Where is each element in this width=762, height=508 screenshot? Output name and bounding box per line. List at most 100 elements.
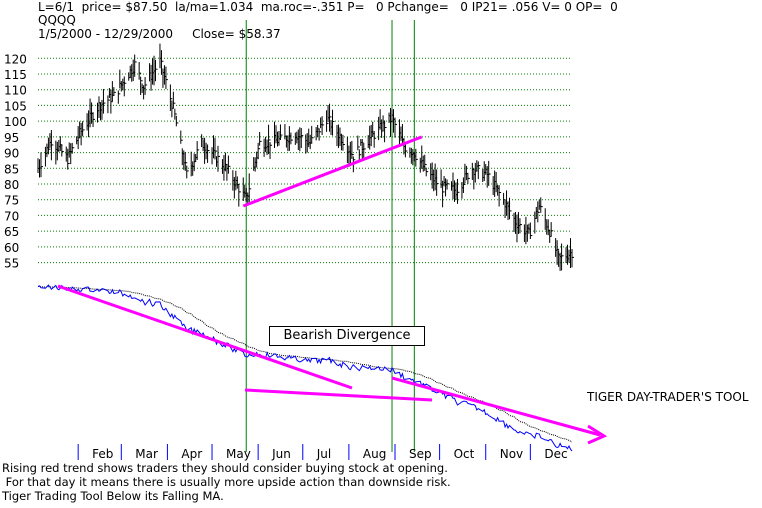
indicator-downtrend-line	[57, 284, 353, 390]
price-bar	[540, 197, 543, 213]
price-bar	[357, 135, 360, 151]
x-tick-label: May	[226, 447, 251, 461]
price-bar	[384, 120, 387, 143]
price-bar	[140, 76, 143, 96]
price-bar	[259, 132, 262, 146]
price-bar	[488, 160, 491, 186]
caption-line-3: Tiger Trading Tool Below its Falling MA.	[2, 489, 224, 503]
y-tick-label: 65	[4, 225, 19, 239]
indicator-panel	[37, 284, 573, 452]
y-tick-label: 75	[4, 194, 19, 208]
price-bar	[71, 142, 75, 154]
price-bar	[238, 183, 241, 207]
price-bar	[279, 124, 283, 141]
price-bar	[467, 173, 470, 184]
x-tick-label: Oct	[454, 447, 475, 461]
price-bar	[180, 130, 183, 144]
price-bar	[61, 144, 64, 157]
price-bar	[477, 161, 481, 180]
price-bar	[144, 77, 148, 95]
price-bar	[107, 95, 110, 114]
price-bar	[561, 243, 564, 271]
price-bar	[442, 180, 445, 208]
price-bar	[67, 148, 70, 170]
price-bar	[519, 218, 522, 234]
price-bar	[50, 130, 54, 161]
y-tick-label: 60	[4, 241, 19, 255]
symbol-label: QQQQ	[38, 13, 76, 27]
price-bar	[425, 167, 429, 177]
price-bar	[47, 137, 51, 155]
price-bar	[300, 127, 304, 149]
date-range-close: 1/5/2000 - 12/29/2000 Close= $58.37	[38, 27, 281, 41]
price-bar	[217, 145, 220, 172]
arrow-head	[587, 424, 608, 445]
price-bar	[424, 154, 427, 171]
price-bar	[82, 121, 85, 137]
price-bar	[509, 197, 512, 220]
price-bar	[544, 208, 548, 230]
price-bar	[77, 126, 81, 150]
price-bar	[169, 84, 173, 111]
tool-label: TIGER DAY-TRADER'S TOOL	[587, 390, 749, 404]
price-bar	[318, 128, 322, 141]
caption-line-2: For that day it means there is usually m…	[2, 475, 451, 489]
price-bar	[248, 173, 252, 203]
price-bar	[436, 169, 439, 196]
price-bar	[171, 100, 174, 118]
price-bar	[498, 185, 502, 207]
price-bar	[456, 178, 460, 204]
price-bar	[214, 137, 218, 160]
price-bar	[227, 155, 231, 174]
x-tick-label: Mar	[135, 447, 158, 461]
price-bar	[113, 87, 116, 96]
stats-line: L=6/1 price= $87.50 la/ma=1.034 ma.roc=-…	[38, 0, 618, 14]
y-tick-label: 95	[4, 131, 19, 145]
price-bar	[321, 116, 325, 135]
annotation-text: Bearish Divergence	[283, 328, 411, 343]
price-bar	[462, 177, 466, 194]
price-bar	[326, 110, 329, 132]
price-bar	[290, 132, 293, 145]
price-bar	[201, 134, 204, 147]
annotation-box: Bearish Divergence	[269, 326, 425, 346]
price-bar	[529, 222, 533, 240]
y-tick-label: 70	[4, 209, 19, 223]
price-bar	[537, 201, 540, 223]
price-bars	[37, 43, 574, 271]
y-tick-label: 120	[4, 52, 27, 66]
price-bar	[92, 112, 96, 128]
price-bar	[351, 140, 354, 159]
price-bar	[394, 117, 397, 138]
price-bar	[446, 179, 450, 190]
indicator-support-line	[244, 388, 433, 402]
price-bar	[556, 240, 560, 265]
price-bar	[102, 88, 106, 114]
x-tick-label: Dec	[544, 447, 567, 461]
x-tick-label: Nov	[500, 447, 523, 461]
price-bar	[342, 134, 345, 151]
x-tick-label: Apr	[181, 447, 202, 461]
y-tick-label: 80	[4, 178, 19, 192]
price-bar	[184, 152, 188, 171]
price-bar	[40, 152, 43, 178]
price-bar	[311, 125, 314, 144]
price-bar	[257, 142, 261, 160]
caption-line-1: Rising red trend shows traders they shou…	[2, 461, 448, 475]
price-bar	[138, 62, 142, 80]
x-tick-label: Jun	[271, 447, 291, 461]
price-bar	[186, 165, 189, 179]
price-bar	[373, 131, 377, 148]
price-bar	[534, 211, 537, 234]
price-bar	[269, 142, 273, 159]
price-bar	[329, 103, 332, 132]
price-bar	[193, 153, 197, 172]
price-bar	[110, 89, 113, 114]
price-bar	[547, 219, 551, 236]
gridlines	[38, 57, 572, 264]
y-tick-label: 90	[4, 147, 19, 161]
y-tick-label: 110	[4, 84, 27, 98]
